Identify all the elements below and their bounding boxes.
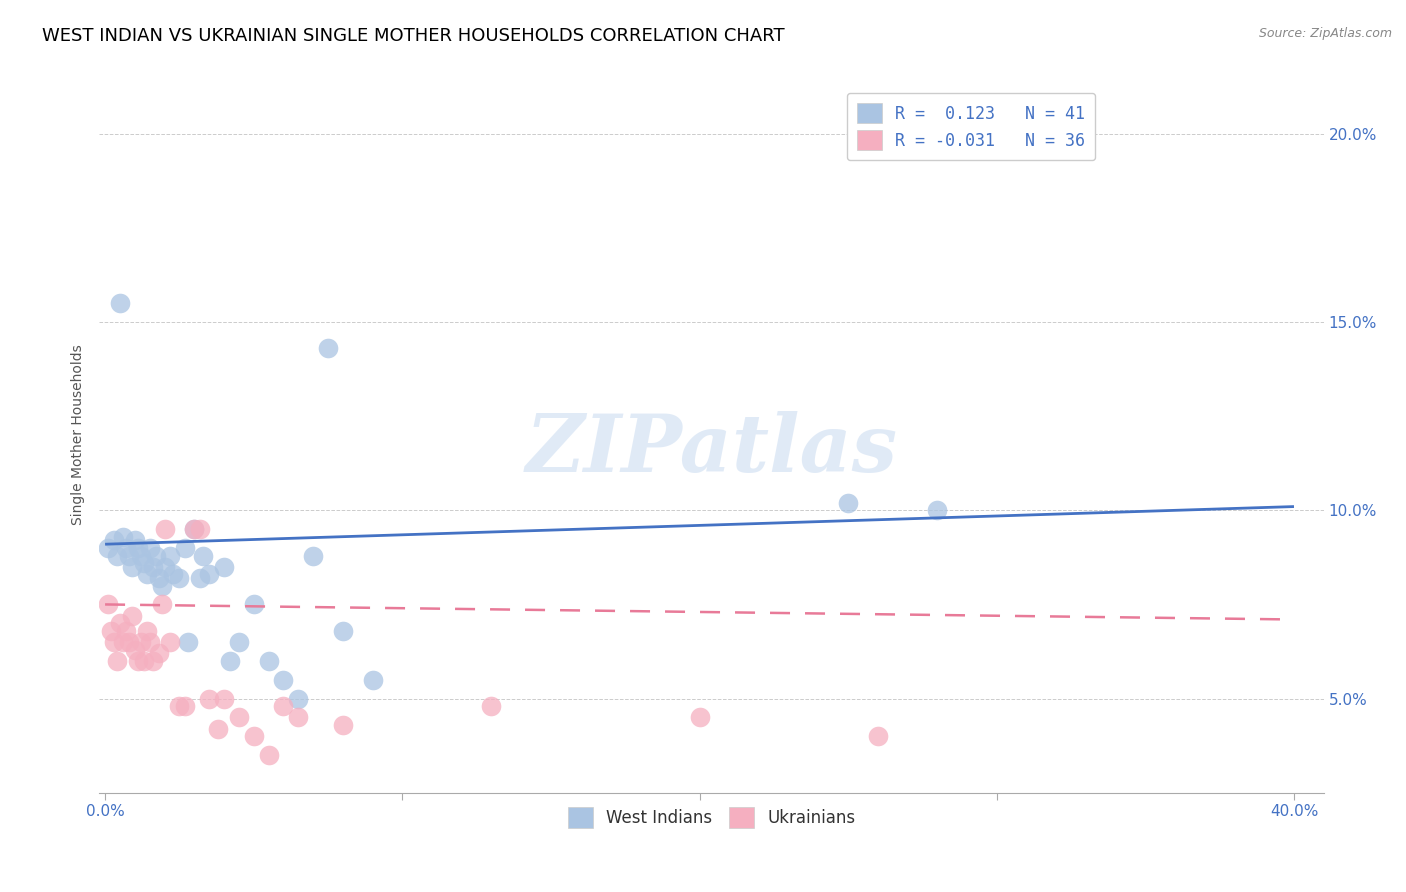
Point — [142, 559, 165, 574]
Point — [188, 522, 211, 536]
Point — [162, 567, 184, 582]
Point — [135, 624, 157, 638]
Point — [837, 496, 859, 510]
Point — [191, 549, 214, 563]
Point — [142, 654, 165, 668]
Point — [100, 624, 122, 638]
Point — [302, 549, 325, 563]
Point — [481, 699, 503, 714]
Point — [198, 567, 221, 582]
Point — [183, 522, 205, 536]
Point — [242, 729, 264, 743]
Point — [219, 654, 242, 668]
Point — [228, 635, 250, 649]
Point — [866, 729, 889, 743]
Point — [118, 635, 141, 649]
Point — [159, 635, 181, 649]
Point — [228, 710, 250, 724]
Point — [132, 556, 155, 570]
Point — [145, 549, 167, 563]
Point — [103, 533, 125, 548]
Point — [257, 747, 280, 762]
Point — [273, 673, 295, 687]
Point — [148, 571, 170, 585]
Point — [124, 642, 146, 657]
Point — [111, 530, 134, 544]
Point — [127, 541, 149, 555]
Text: WEST INDIAN VS UKRAINIAN SINGLE MOTHER HOUSEHOLDS CORRELATION CHART: WEST INDIAN VS UKRAINIAN SINGLE MOTHER H… — [42, 27, 785, 45]
Point — [124, 533, 146, 548]
Point — [97, 541, 120, 555]
Point — [105, 654, 128, 668]
Point — [316, 342, 339, 356]
Text: ZIPatlas: ZIPatlas — [526, 410, 897, 488]
Point — [108, 616, 131, 631]
Point — [153, 522, 176, 536]
Point — [118, 549, 141, 563]
Point — [361, 673, 384, 687]
Point — [177, 635, 200, 649]
Legend: West Indians, Ukrainians: West Indians, Ukrainians — [561, 801, 862, 834]
Point — [111, 635, 134, 649]
Point — [174, 699, 197, 714]
Point — [169, 699, 191, 714]
Point — [121, 559, 143, 574]
Point — [132, 654, 155, 668]
Point — [257, 654, 280, 668]
Point — [287, 691, 309, 706]
Point — [97, 598, 120, 612]
Point — [103, 635, 125, 649]
Point — [138, 541, 160, 555]
Point — [927, 503, 949, 517]
Point — [115, 541, 138, 555]
Point — [332, 718, 354, 732]
Point — [212, 691, 235, 706]
Point — [188, 571, 211, 585]
Point — [212, 559, 235, 574]
Point — [169, 571, 191, 585]
Point — [129, 635, 152, 649]
Point — [129, 549, 152, 563]
Point — [127, 654, 149, 668]
Text: Source: ZipAtlas.com: Source: ZipAtlas.com — [1258, 27, 1392, 40]
Point — [150, 579, 173, 593]
Point — [108, 296, 131, 310]
Point — [207, 722, 229, 736]
Point — [148, 646, 170, 660]
Point — [150, 598, 173, 612]
Point — [121, 608, 143, 623]
Point — [273, 699, 295, 714]
Point — [198, 691, 221, 706]
Point — [153, 559, 176, 574]
Point — [332, 624, 354, 638]
Point — [115, 624, 138, 638]
Point — [159, 549, 181, 563]
Point — [242, 598, 264, 612]
Point — [689, 710, 711, 724]
Point — [183, 522, 205, 536]
Point — [287, 710, 309, 724]
Point — [138, 635, 160, 649]
Point — [105, 549, 128, 563]
Point — [135, 567, 157, 582]
Point — [174, 541, 197, 555]
Y-axis label: Single Mother Households: Single Mother Households — [72, 344, 86, 525]
